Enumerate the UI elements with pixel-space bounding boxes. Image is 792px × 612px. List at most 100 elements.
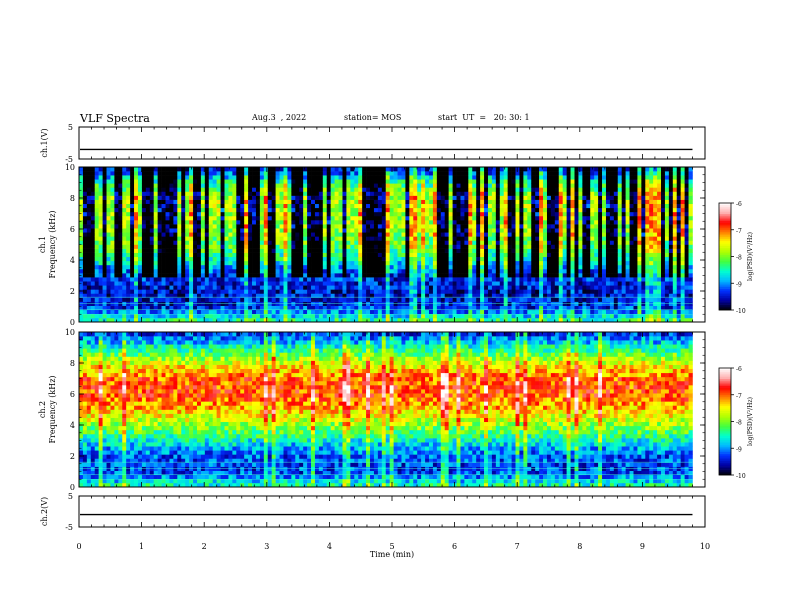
ch1-spectrogram-cell xyxy=(550,285,556,290)
ch1-spectrogram-cell xyxy=(472,244,477,249)
ch1-spectrogram-cell xyxy=(468,187,473,192)
ch1-spectrogram-cell xyxy=(145,175,151,180)
ch1-spectrogram-cell xyxy=(134,268,139,274)
ch1-spectrogram-cell xyxy=(385,293,390,298)
ch1-spectrogram-cell xyxy=(86,305,92,311)
ch1-spectrogram-cell xyxy=(287,199,292,205)
ch1-spectrogram-cell xyxy=(106,236,111,241)
ch1-spectrogram-cell xyxy=(173,175,178,180)
ch1-spectrogram-cell xyxy=(185,179,190,184)
ch1-spectrogram-cell xyxy=(558,240,564,245)
ch1-spectrogram-cell xyxy=(515,171,520,176)
ch1-spectrogram-cell xyxy=(546,232,552,237)
ch1-spectrogram-cell xyxy=(165,289,170,294)
ch1-spectrogram-cell xyxy=(181,207,186,213)
ch1-spectrogram-cell xyxy=(554,252,560,258)
ch1-spectrogram-cell xyxy=(562,183,567,188)
ch1-spectrogram-cell xyxy=(495,220,501,225)
ch1-spectrogram-cell xyxy=(385,305,390,311)
ch1-spectrogram-cell xyxy=(342,203,347,209)
ch1-spectrogram-cell xyxy=(377,203,383,209)
ch1-spectrogram-cell xyxy=(389,256,394,262)
ch1-spectrogram-cell xyxy=(314,195,320,200)
ch1-spectrogram-cell xyxy=(393,240,398,245)
ch1-spectrogram-cell xyxy=(421,167,426,172)
ch1-spectrogram-cell xyxy=(106,224,111,229)
ch1-spectrogram-cell xyxy=(413,175,418,180)
ch1-spectrogram-cell xyxy=(539,175,544,180)
ch1-spectrogram-cell xyxy=(535,167,540,172)
ch1-spectrogram-cell xyxy=(531,293,536,298)
ch1-spectrogram-cell xyxy=(503,260,508,266)
ch1-spectrogram-cell xyxy=(118,264,123,270)
ch1-spectrogram-cell xyxy=(543,309,548,315)
ch1-spectrogram-cell xyxy=(456,309,461,315)
ch1-spectrogram-cell xyxy=(141,232,147,237)
ch1-spectrogram-cell xyxy=(279,260,284,266)
ch1-spectrogram-cell xyxy=(570,199,575,205)
ch1-spectrogram-cell xyxy=(295,277,300,282)
ch1-spectrogram-cell xyxy=(307,268,312,274)
ch1-spectrogram-cell xyxy=(110,297,115,302)
ch1-spectrogram-cell xyxy=(299,309,304,315)
ch1-spectrogram-cell xyxy=(468,264,473,270)
ch1-spectrogram-cell xyxy=(358,248,363,253)
ch1-spectrogram-cell xyxy=(480,309,485,315)
ch1-spectrogram-cell xyxy=(550,277,556,282)
ch1-spectrogram-cell xyxy=(531,252,536,258)
ch1-spectrogram-cell xyxy=(212,187,217,192)
ch1-spectrogram-cell xyxy=(145,167,151,172)
ch1-spectrogram-cell xyxy=(189,313,194,319)
ch1-spectrogram-cell xyxy=(283,215,288,221)
ch1-spectrogram-cell xyxy=(189,293,194,298)
ch1-spectrogram-cell xyxy=(362,195,367,200)
ch1-spectrogram-cell xyxy=(582,297,587,302)
ch1-spectrogram-cell xyxy=(102,215,107,221)
ch1-spectrogram-cell xyxy=(216,248,221,253)
ch1-spectrogram-cell xyxy=(200,252,206,258)
ch1-spectrogram-cell xyxy=(314,293,320,298)
ch1-spectrogram-cell xyxy=(362,313,367,319)
ch1-spectrogram-cell xyxy=(311,195,316,200)
ch1-spectrogram-cell xyxy=(165,260,170,266)
ch1-spectrogram-cell xyxy=(570,228,575,233)
ch1-spectrogram-cell xyxy=(484,252,489,258)
ch1-spectrogram-cell xyxy=(322,167,328,172)
ch1-spectrogram-cell xyxy=(543,183,548,188)
ch1-spectrogram-cell xyxy=(417,167,422,172)
ch1-spectrogram-cell xyxy=(303,236,308,241)
ch1-spectrogram-cell xyxy=(370,171,375,176)
ch1-spectrogram-cell xyxy=(169,215,174,221)
ch1-spectrogram-cell xyxy=(350,248,355,253)
ch1-spectrogram-cell xyxy=(275,179,280,184)
ch1-spectrogram-cell xyxy=(464,236,469,241)
ch1-spectrogram-cell xyxy=(405,236,410,241)
ch1-spectrogram-cell xyxy=(149,224,155,229)
ch1-spectrogram-cell xyxy=(82,277,88,282)
ch1-spectrogram-cell xyxy=(409,199,414,205)
ch1-spectrogram-cell xyxy=(212,215,217,221)
ch1-spectrogram-cell xyxy=(232,224,237,229)
ch1-spectrogram-cell xyxy=(173,252,178,258)
ch1-spectrogram-cell xyxy=(342,199,347,205)
ch1-spectrogram-cell xyxy=(322,244,328,249)
ch1-spectrogram-cell xyxy=(322,305,328,311)
ch1-spectrogram-cell xyxy=(558,244,564,249)
ch1-spectrogram-cell xyxy=(484,207,489,213)
ch1-spectrogram-cell xyxy=(181,203,186,209)
ch1-spectrogram-cell xyxy=(149,211,155,217)
ch1-spectrogram-cell xyxy=(397,183,402,188)
ch1-spectrogram-cell xyxy=(338,203,343,209)
ch1-spectrogram-cell xyxy=(409,277,414,282)
ch1-spectrogram-cell xyxy=(141,248,147,253)
ch1-spectrogram-cell xyxy=(173,260,178,266)
ch1-spectrogram-cell xyxy=(224,171,229,176)
ch1-spectrogram-cell xyxy=(413,236,418,241)
ch1-spectrogram-cell xyxy=(428,289,434,294)
ch1-spectrogram-cell xyxy=(240,171,245,176)
ch1-spectrogram-cell xyxy=(546,273,552,278)
ch1-spectrogram-cell xyxy=(417,248,422,253)
ch1-spectrogram-cell xyxy=(456,207,461,213)
ch1-spectrogram-cell xyxy=(248,301,253,306)
ch1-spectrogram-cell xyxy=(409,240,414,245)
